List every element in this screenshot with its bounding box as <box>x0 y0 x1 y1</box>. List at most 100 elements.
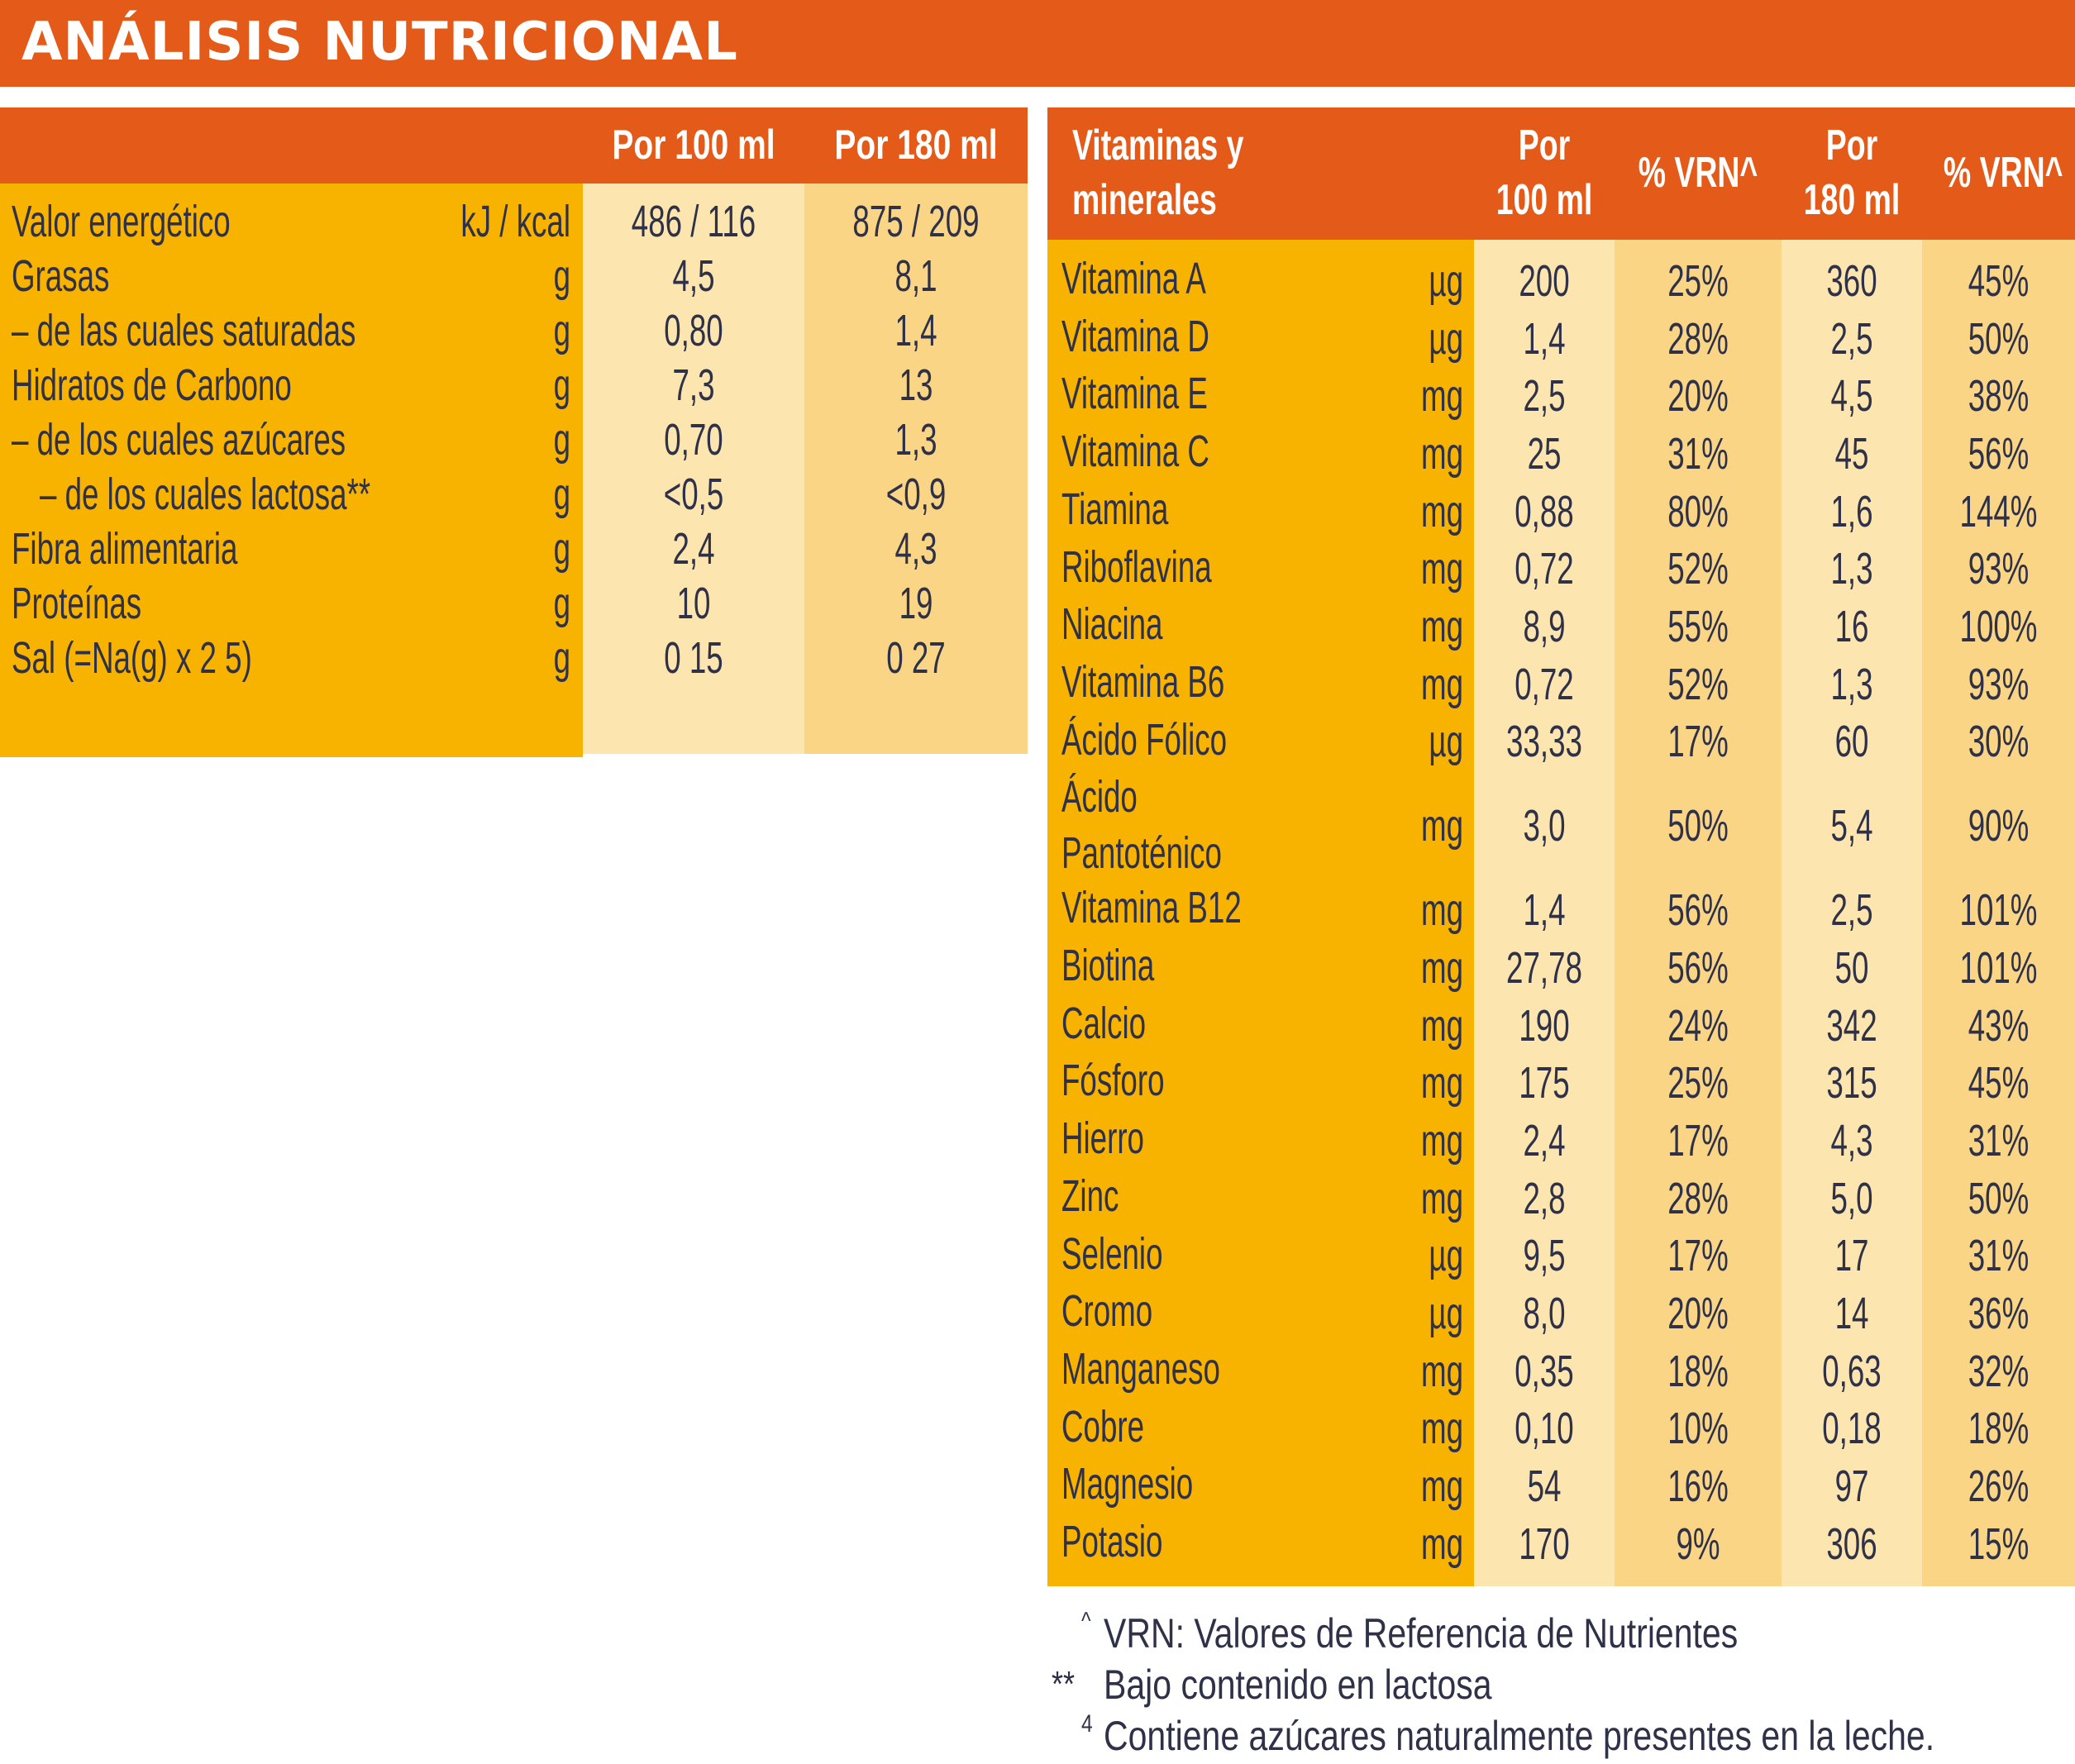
nutrition-row-per100: 7,3 <box>672 360 715 410</box>
vitamin-row-vrn100: 24% <box>1667 1000 1729 1051</box>
nutrition-row-label: Fibra alimentaria <box>12 524 238 574</box>
vitamins-header-180ml-line1: Por <box>1825 122 1878 169</box>
vitamin-row-vrn180: 18% <box>1968 1404 2030 1454</box>
vitamin-row-per100: 3,0 <box>1523 801 1566 851</box>
vitamin-row-name: Fósforo <box>1061 1056 1165 1106</box>
vitamin-row-vrn180: 144% <box>1959 486 2038 536</box>
vitamin-row-vrn100: 31% <box>1667 428 1729 479</box>
nutrition-row-per180: 0 27 <box>886 633 946 683</box>
vitamin-row-per180: 2,5 <box>1830 885 1873 936</box>
vitamin-row-vrn100: 17% <box>1667 1115 1729 1166</box>
vitamin-row-name: Potasio <box>1061 1517 1163 1566</box>
nutrition-header-180ml: Por 180 ml <box>834 122 998 168</box>
vitamin-row-unit: mg <box>1420 801 1463 851</box>
vitamin-row-per180: 16 <box>1834 602 1869 652</box>
vitamin-row-unit: mg <box>1420 1115 1463 1166</box>
vitamin-row-name: Tiamina <box>1061 484 1169 534</box>
vitamin-row-vrn100: 20% <box>1667 1289 1729 1339</box>
vitamins-vrn100-column <box>1615 240 1782 1586</box>
page-title: ANÁLISIS NUTRICIONAL <box>21 12 738 73</box>
vitamin-row-vrn100: 55% <box>1667 602 1729 652</box>
footnote-text: Contiene azúcares naturalmente presentes… <box>1104 1713 1935 1759</box>
vitamin-row-vrn180: 100% <box>1959 602 2038 652</box>
vitamin-row-name-line2: Pantoténico <box>1061 828 1222 879</box>
vitamin-row-per180: 17 <box>1834 1231 1869 1281</box>
vitamin-row-vrn100: 52% <box>1667 544 1729 594</box>
nutrition-row-unit: g <box>553 415 570 465</box>
vitamin-row-vrn180: 50% <box>1968 313 2030 364</box>
vitamin-row-per100: 8,9 <box>1523 602 1566 652</box>
nutrition-row-unit: g <box>553 251 570 301</box>
footnote-mark: ** <box>1052 1664 1076 1704</box>
nutrition-row-per180: <0,9 <box>885 470 947 519</box>
vitamin-row-per180: 4,3 <box>1830 1115 1873 1166</box>
vitamin-row-vrn180: 45% <box>1968 255 2030 306</box>
vitamin-row-per180: 4,5 <box>1830 371 1873 422</box>
vitamin-row-name: Hierro <box>1061 1113 1144 1164</box>
vitamins-100ml-column <box>1474 240 1615 1586</box>
vitamin-row-unit: mg <box>1420 1461 1463 1512</box>
vitamin-row-per100: 25 <box>1527 428 1562 479</box>
vitamin-row-per100: 0,72 <box>1515 544 1574 594</box>
vitamins-header-100ml: Por 100 ml <box>1474 118 1615 227</box>
vitamins-header-100ml-line1: Por <box>1518 122 1571 169</box>
vitamin-row-per100: 0,35 <box>1515 1346 1574 1396</box>
vitamin-row-vrn100: 56% <box>1667 885 1729 936</box>
vitamin-row-per100: 33,33 <box>1506 717 1582 767</box>
vitamin-row-name: Vitamina B6 <box>1061 656 1225 707</box>
vitamin-row-unit: mg <box>1420 602 1463 652</box>
nutrition-180ml-column <box>804 184 1028 754</box>
vitamin-row-unit: mg <box>1420 486 1463 536</box>
vitamin-row-name: Biotina <box>1061 941 1155 990</box>
vitamin-row-name: Ácido <box>1061 772 1138 822</box>
vitamin-row-per100: 54 <box>1527 1461 1562 1512</box>
vitamin-row-per180: 97 <box>1834 1461 1869 1512</box>
vitamin-row-vrn100: 10% <box>1667 1404 1729 1454</box>
title-bar <box>0 0 2075 87</box>
vitamin-row-per180: 342 <box>1826 1000 1877 1051</box>
nutrition-label-column <box>0 184 583 757</box>
vitamin-row-vrn100: 56% <box>1667 942 1729 993</box>
nutrition-row-label: – de las cuales saturadas <box>12 306 356 355</box>
nutrition-row-label: Valor energético <box>12 197 231 246</box>
vitamins-vrn180-column <box>1922 240 2075 1586</box>
vitamin-row-unit: mg <box>1420 1346 1463 1396</box>
nutrition-row-per100: 0,70 <box>664 415 723 465</box>
vitamin-row-per100: 1,4 <box>1523 313 1566 364</box>
vitamins-header-vrn-180: % VRN^ <box>1943 149 2063 197</box>
vitamin-row-name: Magnesio <box>1061 1459 1194 1509</box>
vitamin-row-per180: 0,63 <box>1822 1346 1882 1396</box>
nutrition-row-label: Sal (=Na(g) x 2 5) <box>12 633 252 683</box>
vitamins-header-name-line1: Vitaminas y <box>1072 122 1244 169</box>
vitamin-row-vrn180: 38% <box>1968 371 2030 422</box>
vitamin-row-vrn180: 56% <box>1968 428 2030 479</box>
nutrition-row-per100: 10 <box>676 579 711 628</box>
nutrition-row-label: Hidratos de Carbono <box>12 360 292 410</box>
vitamin-row-vrn100: 9% <box>1676 1518 1720 1569</box>
nutrition-row-unit: g <box>553 633 570 683</box>
vitamin-row-per180: 2,5 <box>1830 313 1873 364</box>
nutrition-table-header <box>0 107 1028 184</box>
vitamin-row-unit: µg <box>1429 1231 1463 1281</box>
vitamin-row-per180: 0,18 <box>1822 1404 1882 1454</box>
nutrition-row-unit: g <box>553 579 570 628</box>
vitamin-row-per100: 175 <box>1519 1058 1570 1108</box>
vitamin-row-unit: mg <box>1420 428 1463 479</box>
vitamin-row-vrn100: 28% <box>1667 1173 1729 1223</box>
vitamin-row-vrn100: 20% <box>1667 371 1729 422</box>
vitamins-header-180ml: Por 180 ml <box>1782 118 1922 227</box>
vitamin-row-vrn180: 93% <box>1968 659 2030 709</box>
vitamin-row-name: Cromo <box>1061 1286 1153 1337</box>
vitamin-row-per180: 5,0 <box>1830 1173 1873 1223</box>
nutrition-row-per180: 8,1 <box>894 251 937 301</box>
vitamin-row-vrn180: 101% <box>1959 942 2038 993</box>
nutrition-row-per180: 13 <box>899 360 933 410</box>
vitamin-row-name: Cobre <box>1061 1401 1145 1452</box>
vitamin-row-per100: 0,72 <box>1515 659 1574 709</box>
vitamins-header-name-line2: minerales <box>1072 176 1217 224</box>
nutrition-row-per100: <0,5 <box>663 470 724 519</box>
vitamin-row-per100: 2,5 <box>1523 371 1566 422</box>
vitamin-row-per100: 190 <box>1519 1000 1570 1051</box>
vitamin-row-name: Vitamina A <box>1061 254 1206 303</box>
vitamin-row-per180: 14 <box>1834 1289 1869 1339</box>
